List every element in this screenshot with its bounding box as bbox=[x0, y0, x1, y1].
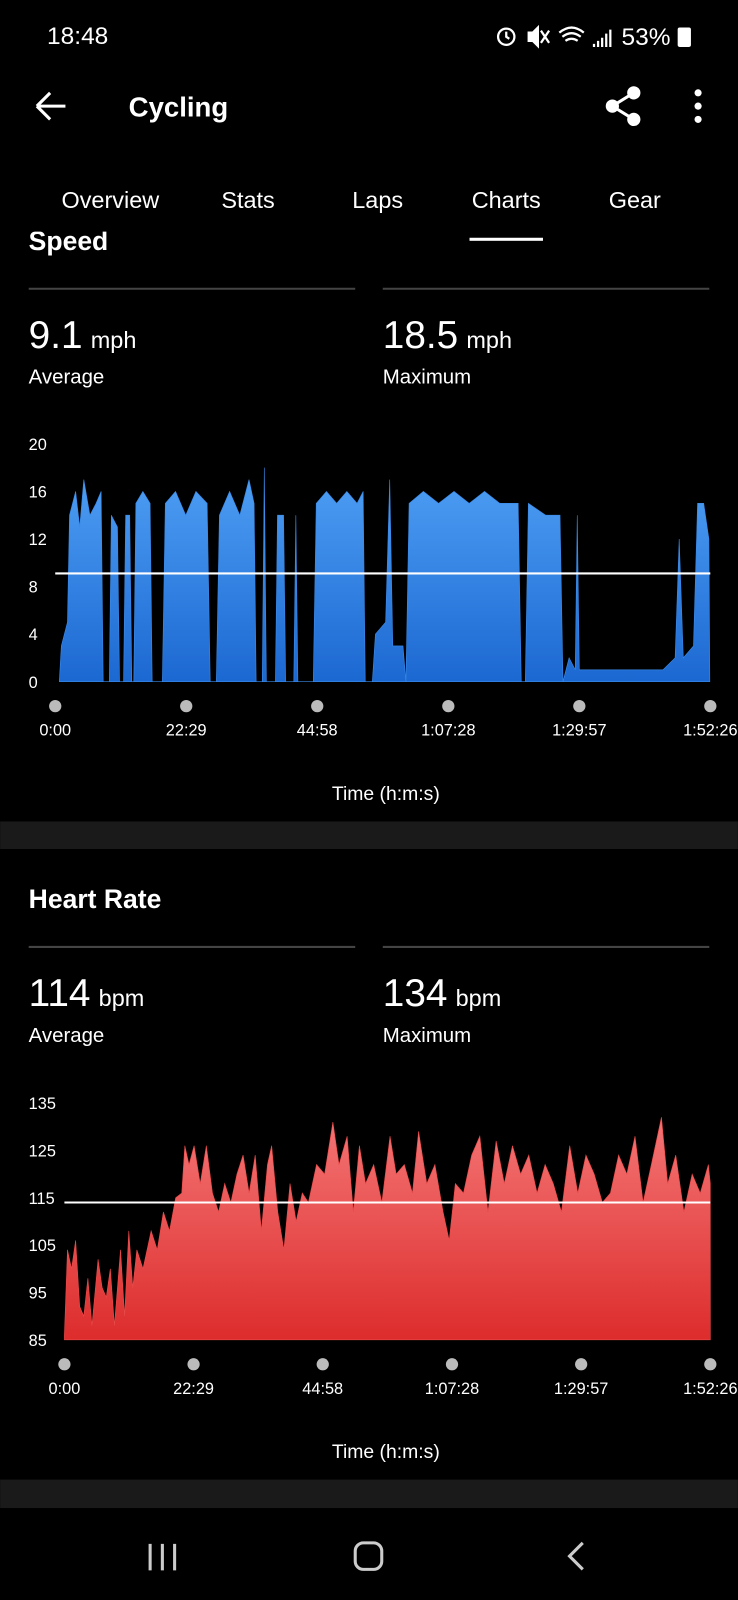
battery-icon bbox=[677, 27, 691, 47]
tab-bar: Overview Stats Laps Charts Gear bbox=[61, 187, 661, 241]
battery-text: 53% bbox=[622, 24, 671, 51]
y-tick-label: 95 bbox=[29, 1285, 47, 1303]
tab[interactable]: Laps bbox=[352, 187, 403, 213]
header-bg bbox=[0, 0, 738, 232]
y-tick-label: 16 bbox=[29, 484, 47, 502]
stat-unit: mph bbox=[91, 327, 137, 353]
recent-apps-button[interactable] bbox=[148, 1543, 177, 1571]
x-tick-dot bbox=[58, 1358, 71, 1371]
x-tick-label: 0:00 bbox=[49, 1380, 81, 1398]
divider bbox=[0, 821, 738, 849]
x-tick-dot bbox=[704, 1358, 717, 1371]
stat-value: 114 bbox=[29, 972, 91, 1015]
y-tick-label: 20 bbox=[29, 436, 47, 454]
tab-indicator bbox=[469, 237, 543, 241]
x-tick-dot bbox=[180, 700, 193, 713]
x-tick-dot bbox=[704, 700, 717, 713]
x-tick-label: 1:29:57 bbox=[552, 722, 606, 740]
tab[interactable]: Overview bbox=[61, 187, 159, 213]
x-tick-label: 22:29 bbox=[166, 722, 207, 740]
share-button[interactable] bbox=[605, 86, 641, 127]
stat-unit: bpm bbox=[456, 985, 502, 1011]
x-tick-dot bbox=[442, 700, 455, 713]
stat-label: Maximum bbox=[383, 367, 471, 389]
stat-label: Average bbox=[29, 367, 105, 389]
stat-label: Average bbox=[29, 1025, 105, 1047]
x-tick-label: 1:07:28 bbox=[425, 1380, 479, 1398]
y-tick-label: 0 bbox=[29, 674, 38, 692]
divider bbox=[0, 1479, 738, 1509]
x-tick-dot bbox=[575, 1358, 588, 1371]
x-axis-label: Time (h:m:s) bbox=[332, 783, 440, 805]
stat: 18.5 mph bbox=[383, 314, 512, 357]
stat-unit: bpm bbox=[99, 985, 145, 1011]
stat: 134 bpm bbox=[383, 972, 501, 1015]
stat-unit: mph bbox=[466, 327, 512, 353]
home-button[interactable] bbox=[353, 1541, 384, 1571]
x-tick-dot bbox=[49, 700, 62, 713]
x-axis-label: Time (h:m:s) bbox=[332, 1441, 440, 1463]
page-title: Cycling bbox=[129, 91, 229, 122]
stat-value: 18.5 bbox=[383, 314, 458, 357]
stat-value: 9.1 bbox=[29, 314, 83, 357]
y-tick-label: 12 bbox=[29, 531, 47, 549]
y-tick-label: 8 bbox=[29, 579, 38, 597]
y-tick-label: 125 bbox=[29, 1143, 56, 1161]
x-tick-label: 1:29:57 bbox=[554, 1380, 608, 1398]
x-tick-dot bbox=[573, 700, 586, 713]
x-tick-label: 1:52:26 bbox=[683, 722, 737, 740]
area bbox=[58, 467, 711, 682]
y-tick-label: 135 bbox=[29, 1095, 56, 1113]
nav-bar bbox=[0, 1508, 738, 1600]
x-tick-label: 1:52:26 bbox=[683, 1380, 737, 1398]
back-button[interactable] bbox=[35, 91, 66, 121]
area bbox=[64, 1117, 711, 1341]
y-tick-label: 4 bbox=[29, 626, 38, 644]
x-tick-dot bbox=[187, 1358, 200, 1371]
tab[interactable]: Stats bbox=[221, 187, 274, 213]
y-tick-label: 115 bbox=[29, 1190, 55, 1208]
stat: 114 bpm bbox=[29, 972, 145, 1015]
x-tick-dot bbox=[445, 1358, 459, 1371]
y-tick-label: 85 bbox=[29, 1332, 47, 1350]
x-tick-dot bbox=[311, 700, 324, 713]
x-tick-label: 0:00 bbox=[39, 722, 71, 740]
nav-back-button[interactable] bbox=[567, 1541, 584, 1571]
y-tick-label: 105 bbox=[29, 1237, 56, 1255]
stat-value: 134 bbox=[383, 972, 448, 1015]
more-button[interactable] bbox=[694, 89, 702, 123]
status-time: 18:48 bbox=[47, 23, 108, 50]
tab[interactable]: Charts bbox=[472, 187, 541, 213]
x-tick-dot bbox=[316, 1358, 329, 1371]
tab[interactable]: Gear bbox=[609, 187, 661, 213]
stat: 9.1 mph bbox=[29, 314, 137, 357]
section-title: Heart Rate bbox=[29, 884, 162, 914]
x-tick-label: 44:58 bbox=[297, 722, 338, 740]
x-tick-label: 22:29 bbox=[173, 1380, 214, 1398]
x-tick-label: 44:58 bbox=[302, 1380, 343, 1398]
status-icons bbox=[496, 24, 612, 49]
stat-label: Maximum bbox=[383, 1025, 471, 1047]
x-tick-label: 1:07:28 bbox=[421, 722, 475, 740]
